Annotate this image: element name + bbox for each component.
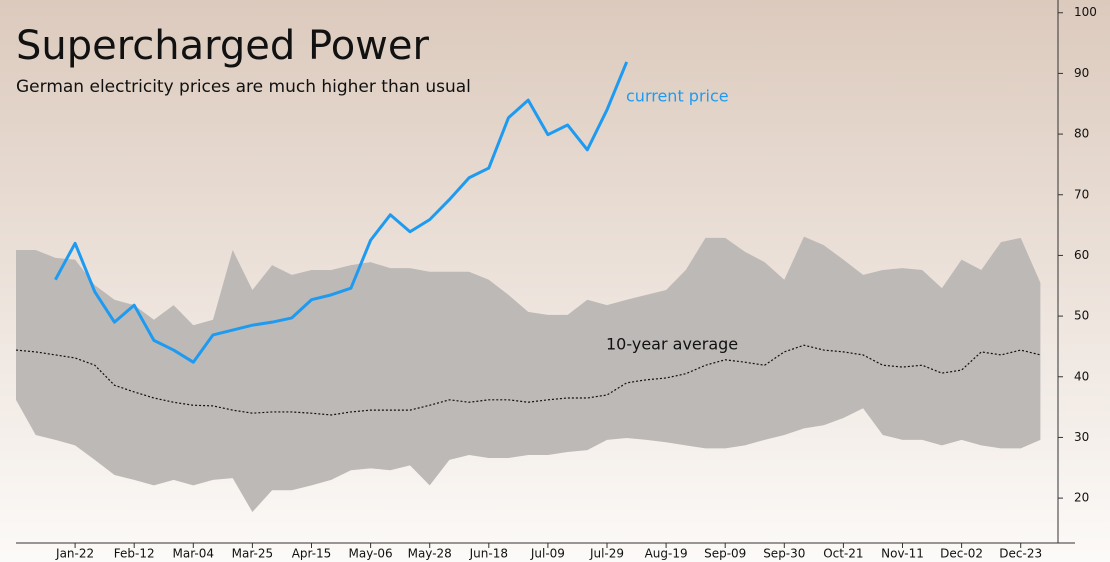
x-tick-label: Apr-15 [292,547,332,561]
y-tick-label: 70 [1074,187,1089,201]
y-tick-label: 60 [1074,248,1089,262]
x-tick-label: Dec-23 [999,547,1042,561]
x-tick-label: Sep-09 [704,547,746,561]
x-tick-label: Jan-22 [55,547,94,561]
y-tick-label: 30 [1074,430,1089,444]
y-tick-label: 50 [1074,309,1089,323]
x-tick-label: Aug-19 [645,547,688,561]
series-line [54,61,629,364]
y-tick-label: 100 [1074,5,1097,19]
y-tick-label: 80 [1074,127,1089,141]
x-tick-label: Sep-30 [763,547,805,561]
series-label: current price [626,87,729,106]
series-line [15,344,1041,416]
x-tick-label: Feb-12 [114,547,155,561]
x-tick-label: Oct-21 [823,547,863,561]
y-tick-label: 40 [1074,369,1089,383]
x-tick-label: May-28 [408,547,452,561]
chart-title: Supercharged Power [16,23,430,69]
x-tick-label: May-06 [348,547,392,561]
y-tick-label: 20 [1074,491,1089,505]
x-tick-label: Jul-09 [530,547,565,561]
chart-subtitle: German electricity prices are much highe… [16,77,471,97]
x-tick-label: Nov-11 [881,547,924,561]
range-band [16,236,1041,513]
series-label: 10-year average [606,335,738,354]
x-tick-label: Jun-18 [469,547,508,561]
plot-area [15,61,1041,513]
x-tick-label: Mar-04 [173,547,214,561]
y-tick-label: 90 [1074,66,1089,80]
x-tick-label: Dec-02 [940,547,983,561]
x-tick-label: Mar-25 [232,547,273,561]
x-tick-label: Jul-29 [589,547,624,561]
